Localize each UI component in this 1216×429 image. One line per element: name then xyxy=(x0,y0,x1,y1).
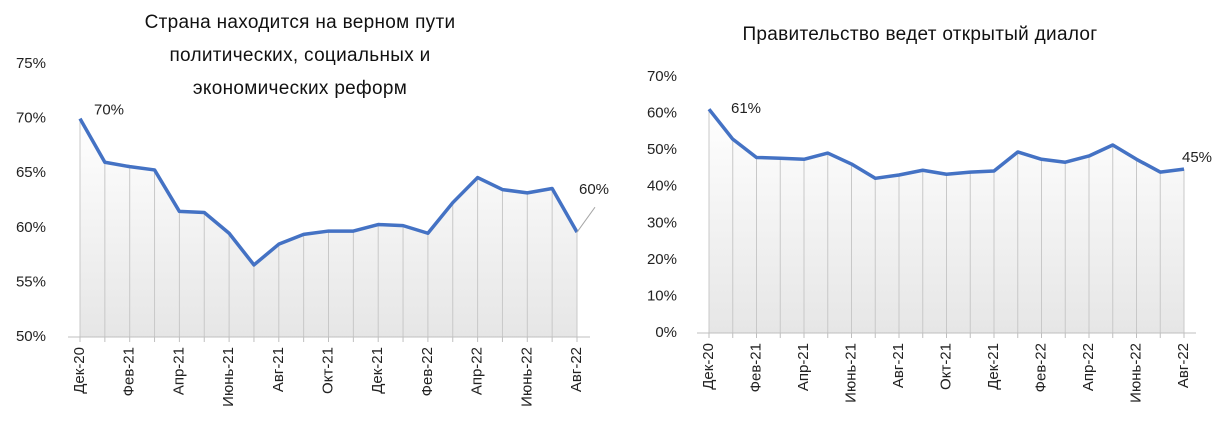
x-tick-label: Дек-20 xyxy=(71,347,88,394)
data-label: 60% xyxy=(579,181,609,198)
y-tick-label: 10% xyxy=(647,287,677,304)
y-tick-label: 70% xyxy=(647,68,677,85)
y-tick-label: 70% xyxy=(16,110,46,127)
y-tick-label: 65% xyxy=(16,164,46,181)
x-tick-label: Авг-22 xyxy=(568,347,585,392)
y-tick-label: 20% xyxy=(647,251,677,268)
x-tick-label: Фев-21 xyxy=(121,347,138,396)
x-tick-label: Авг-21 xyxy=(890,343,907,388)
y-tick-label: 0% xyxy=(655,324,677,341)
x-tick-label: Дек-20 xyxy=(700,343,717,390)
data-label: 45% xyxy=(1182,149,1212,166)
y-tick-label: 55% xyxy=(16,273,46,290)
x-tick-label: Дек-21 xyxy=(369,347,386,394)
y-tick-label: 60% xyxy=(647,105,677,122)
label-leader xyxy=(576,206,596,233)
x-tick-label: Окт-21 xyxy=(319,347,336,394)
x-tick-label: Июнь-22 xyxy=(1127,343,1144,403)
y-tick-label: 40% xyxy=(647,178,677,195)
x-tick-label: Июнь-21 xyxy=(220,347,237,407)
x-tick-label: Окт-21 xyxy=(937,343,954,390)
x-tick-label: Апр-22 xyxy=(1080,343,1097,391)
x-tick-label: Апр-21 xyxy=(170,347,187,395)
x-tick-label: Фев-21 xyxy=(747,343,764,392)
x-tick-label: Фев-22 xyxy=(419,347,436,396)
y-tick-label: 60% xyxy=(16,219,46,236)
y-tick-label: 75% xyxy=(16,55,46,72)
x-tick-label: Дек-21 xyxy=(985,343,1002,390)
chart-title: Страна находится на верном пути политиче… xyxy=(144,12,456,99)
x-tick-label: Авг-22 xyxy=(1175,343,1192,388)
y-tick-label: 50% xyxy=(647,141,677,158)
x-tick-label: Июнь-21 xyxy=(842,343,859,403)
y-tick-label: 30% xyxy=(647,214,677,231)
line xyxy=(78,117,579,267)
x-tick-label: Июнь-22 xyxy=(518,347,535,407)
x-tick-label: Фев-22 xyxy=(1032,343,1049,392)
data-label: 61% xyxy=(731,100,761,117)
y-tick-label: 50% xyxy=(16,328,46,345)
x-tick-label: Апр-21 xyxy=(795,343,812,391)
line xyxy=(707,108,1185,181)
x-tick-label: Авг-21 xyxy=(270,347,287,392)
data-label: 70% xyxy=(94,102,124,119)
x-tick-label: Апр-22 xyxy=(469,347,486,395)
chart-title: Правительство ведет открытый диалог xyxy=(742,24,1098,45)
